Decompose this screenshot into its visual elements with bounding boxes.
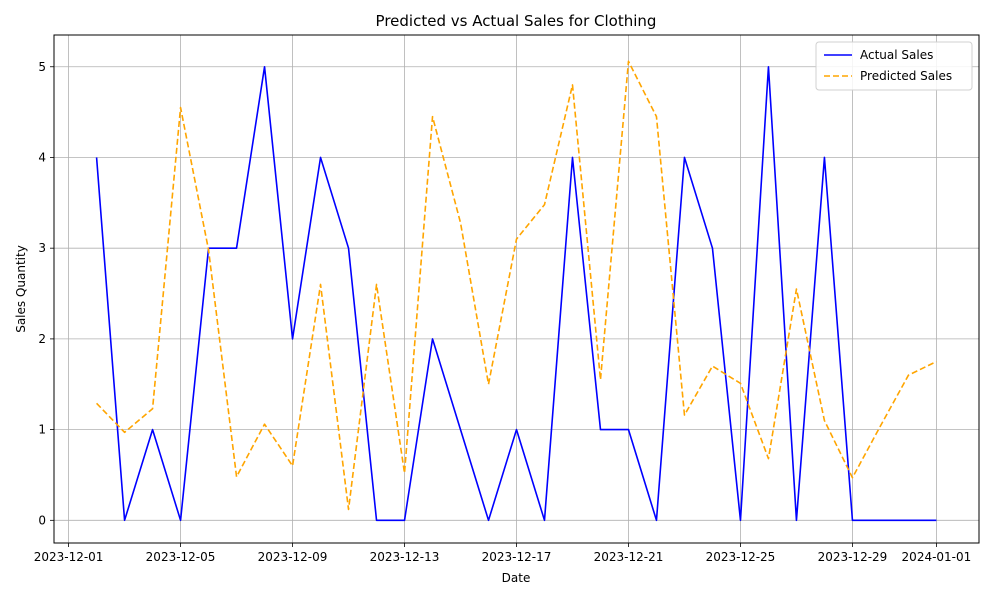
x-tick-label: 2023-12-21 xyxy=(594,550,664,564)
x-tick-label: 2024-01-01 xyxy=(902,550,972,564)
series-line-actual xyxy=(95,65,937,522)
chart-title: Predicted vs Actual Sales for Clothing xyxy=(376,12,657,30)
x-tick-label: 2023-12-29 xyxy=(818,550,888,564)
x-tick-label: 2023-12-01 xyxy=(34,550,104,564)
y-tick-label: 4 xyxy=(38,150,46,164)
y-tick-label: 2 xyxy=(38,332,46,346)
legend: Actual Sales Predicted Sales xyxy=(815,41,973,91)
series-group xyxy=(95,60,937,522)
y-tick-label: 1 xyxy=(38,423,46,437)
x-tick-label: 2023-12-13 xyxy=(370,550,440,564)
legend-label: Predicted Sales xyxy=(860,69,952,83)
y-ticks: 0 1 2 3 4 5 xyxy=(38,60,54,527)
y-tick-label: 3 xyxy=(38,241,46,255)
y-axis-label: Sales Quantity xyxy=(14,245,28,333)
legend-label: Actual Sales xyxy=(860,48,933,62)
x-axis-label: Date xyxy=(502,571,531,585)
x-tick-label: 2023-12-25 xyxy=(706,550,776,564)
y-tick-label: 0 xyxy=(38,513,46,527)
y-tick-label: 5 xyxy=(38,60,46,74)
series-line-predicted xyxy=(96,60,937,511)
x-tick-label: 2023-12-05 xyxy=(146,550,216,564)
x-tick-label: 2023-12-09 xyxy=(258,550,328,564)
x-ticks: 2023-12-01 2023-12-05 2023-12-09 2023-12-13… xyxy=(34,543,972,564)
legend-box xyxy=(815,41,973,91)
x-tick-label: 2023-12-17 xyxy=(482,550,552,564)
